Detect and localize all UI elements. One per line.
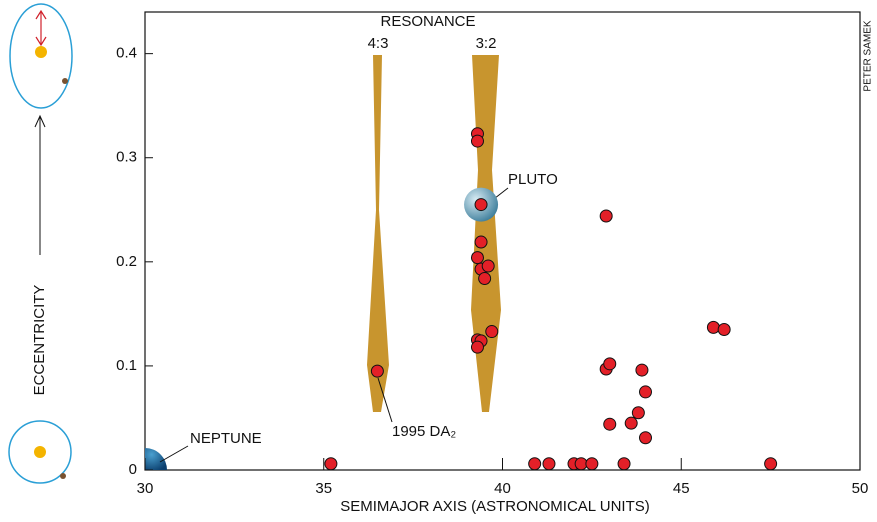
annotation: PLUTO <box>508 171 558 188</box>
leader-line <box>377 377 393 423</box>
x-tick-label: 50 <box>852 480 869 497</box>
annotation: RESONANCE <box>380 13 475 30</box>
point <box>717 322 731 336</box>
point <box>603 417 617 431</box>
annotation: 1995 DA₂ <box>392 423 456 440</box>
point <box>706 320 720 334</box>
credit: PETER SAMEK <box>863 20 874 91</box>
y-tick-label: 0 <box>129 461 137 478</box>
point <box>478 271 492 285</box>
annotation: 3:2 <box>476 35 497 52</box>
x-tick-label: 45 <box>673 480 690 497</box>
point <box>617 457 631 471</box>
point <box>370 364 384 378</box>
x-tick-label: 30 <box>137 480 154 497</box>
point <box>635 363 649 377</box>
point <box>764 457 778 471</box>
point <box>474 235 488 249</box>
point <box>474 198 488 212</box>
point <box>585 457 599 471</box>
x-axis-label: SEMIMAJOR AXIS (ASTRONOMICAL UNITS) <box>340 498 649 515</box>
leader-line <box>159 445 189 463</box>
annotation: 4:3 <box>368 35 389 52</box>
point <box>470 340 484 354</box>
y-tick-label: 0.4 <box>116 45 137 62</box>
point <box>324 457 338 471</box>
y-axis-label: ECCENTRICITY <box>31 285 48 396</box>
annotation: NEPTUNE <box>190 430 262 447</box>
y-tick-label: 0.3 <box>116 149 137 166</box>
resonance-band <box>471 55 501 412</box>
neptune <box>145 448 167 470</box>
y-tick-label: 0.2 <box>116 253 137 270</box>
point <box>470 134 484 148</box>
point <box>481 259 495 273</box>
point <box>470 251 484 265</box>
point <box>528 457 542 471</box>
point <box>639 431 652 445</box>
point <box>631 406 645 420</box>
point <box>574 457 588 471</box>
point <box>639 385 652 399</box>
point <box>599 209 613 223</box>
point <box>624 416 638 430</box>
resonance-band <box>367 55 389 412</box>
x-tick-label: 40 <box>494 480 511 497</box>
point <box>542 457 556 471</box>
x-tick-label: 35 <box>315 480 332 497</box>
plot-frame <box>144 11 861 471</box>
y-tick-label: 0.1 <box>116 357 137 374</box>
orbit-diagrams <box>8 3 73 484</box>
point <box>603 357 617 371</box>
point <box>485 325 499 339</box>
